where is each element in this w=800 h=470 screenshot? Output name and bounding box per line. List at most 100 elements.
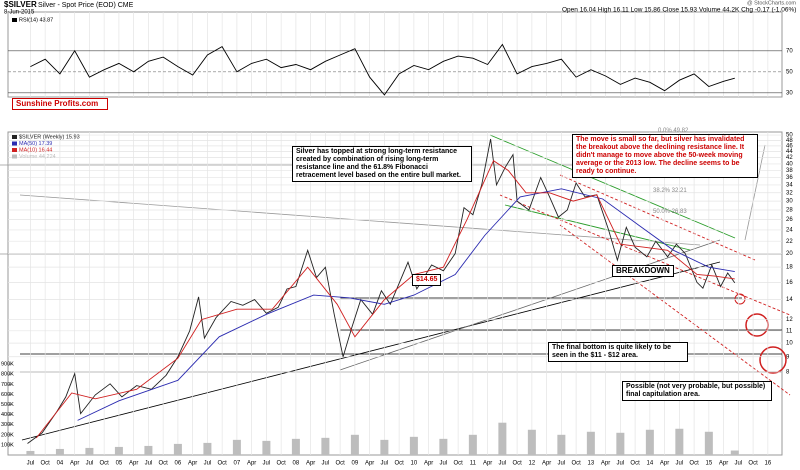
- x-tick-label: Apr: [601, 461, 610, 467]
- x-tick-label: Jul: [440, 461, 448, 467]
- y-tick-label: 28: [786, 208, 793, 214]
- y2-tick-label: 500K: [1, 402, 14, 408]
- series-line: [30, 43, 735, 96]
- y-tick-label: 42: [786, 155, 793, 161]
- x-tick-label: Apr: [483, 461, 492, 467]
- y-tick-label: 30: [786, 90, 793, 96]
- legend-entry: MA(50) 17.39: [19, 141, 52, 147]
- x-tick-label: 09: [352, 461, 359, 467]
- x-tick-label: Oct: [512, 461, 522, 467]
- x-tick-label: Oct: [40, 461, 50, 467]
- y-tick-label: 8: [786, 370, 790, 376]
- x-tick-label: Jul: [204, 461, 212, 467]
- x-tick-label: 14: [647, 461, 654, 467]
- logo: Sunshine Profits.com: [12, 98, 108, 110]
- x-tick-label: Jul: [381, 461, 389, 467]
- volume-bar: [291, 438, 300, 455]
- y-tick-label: 46: [786, 143, 793, 149]
- date: 8-Jun-2015: [4, 10, 35, 16]
- volume-bar: [173, 443, 182, 455]
- volume-bar: [645, 429, 654, 455]
- x-tick-label: Apr: [542, 461, 551, 467]
- x-tick-label: Jul: [735, 461, 743, 467]
- volume-bar: [439, 438, 448, 455]
- quote: Open 16.04 High 16.11 Low 15.86 Close 15…: [562, 7, 796, 14]
- y2-tick-label: 600K: [1, 392, 14, 398]
- y-tick-label: 10: [786, 341, 793, 347]
- x-tick-label: Oct: [394, 461, 404, 467]
- volume-bar: [586, 431, 595, 455]
- fib-label: 0.0% 49.82: [658, 128, 689, 134]
- x-tick-label: Jul: [322, 461, 330, 467]
- x-tick-label: Jul: [676, 461, 684, 467]
- y2-tick-label: 900K: [1, 362, 14, 368]
- volume-bar: [557, 434, 566, 455]
- x-tick-label: 12: [529, 461, 536, 467]
- x-tick-label: Oct: [571, 461, 581, 467]
- y-tick-label: 11: [786, 328, 793, 334]
- x-tick-label: Oct: [453, 461, 463, 467]
- x-tick-label: Apr: [719, 461, 728, 467]
- legend-swatch: [12, 18, 17, 22]
- volume-bar: [55, 448, 64, 455]
- x-tick-label: 11: [470, 461, 477, 467]
- volume-bar: [262, 440, 271, 455]
- x-tick-label: Apr: [660, 461, 669, 467]
- y-tick-label: 34: [786, 183, 793, 189]
- x-tick-label: Oct: [276, 461, 286, 467]
- volume-bar: [85, 447, 94, 455]
- y-tick-label: 30: [786, 199, 793, 205]
- volume-bar: [468, 434, 477, 455]
- y2-tick-label: 200K: [1, 432, 14, 438]
- x-tick-label: Apr: [424, 461, 433, 467]
- x-tick-label: 08: [293, 461, 300, 467]
- volume-bar: [409, 436, 418, 455]
- x-tick-label: 04: [57, 461, 64, 467]
- y2-tick-label: 300K: [1, 422, 14, 428]
- rsi-panel: [7, 11, 783, 98]
- x-tick-label: Oct: [99, 461, 109, 467]
- y2-tick-label: 100K: [1, 442, 14, 448]
- volume-bar: [321, 437, 330, 455]
- x-tick-label: Oct: [630, 461, 640, 467]
- x-tick-label: Jul: [86, 461, 94, 467]
- volume-bar: [675, 428, 684, 455]
- x-tick-label: 07: [234, 461, 241, 467]
- annotation: The move is small so far, but silver has…: [572, 134, 758, 178]
- source: @ StockCharts.com: [747, 0, 796, 6]
- x-tick-label: Jul: [499, 461, 507, 467]
- symbol: $SILVER: [4, 0, 37, 9]
- x-tick-label: Jul: [617, 461, 625, 467]
- y-tick-label: 50: [786, 69, 793, 75]
- y-tick-label: 44: [786, 149, 793, 155]
- x-tick-label: Jul: [145, 461, 153, 467]
- x-tick-label: Oct: [748, 461, 758, 467]
- x-tick-label: Apr: [365, 461, 374, 467]
- x-tick-label: 06: [175, 461, 182, 467]
- fib-label: 50.0% 26.83: [653, 209, 687, 215]
- legend-entry: MA(10) 16.44: [19, 147, 52, 153]
- volume-bar: [730, 450, 739, 455]
- volume-bar: [704, 431, 713, 455]
- y-tick-label: 32: [786, 190, 793, 196]
- y-tick-label: 48: [786, 138, 793, 144]
- y2-tick-label: 400K: [1, 412, 14, 418]
- y-tick-label: 9: [786, 354, 790, 360]
- x-tick-label: Oct: [689, 461, 699, 467]
- volume-bar: [527, 429, 536, 455]
- y-tick-label: 12: [786, 317, 793, 323]
- y-tick-label: 22: [786, 239, 793, 245]
- y-tick-label: 18: [786, 265, 793, 271]
- x-tick-label: Apr: [188, 461, 197, 467]
- y-tick-label: 38: [786, 168, 793, 174]
- y-tick-label: 26: [786, 217, 793, 223]
- x-tick-label: 05: [116, 461, 123, 467]
- y-tick-label: 20: [786, 251, 793, 257]
- x-tick-label: Apr: [247, 461, 256, 467]
- y-tick-label: 40: [786, 161, 793, 167]
- x-tick-label: 16: [764, 461, 771, 467]
- x-tick-label: Jul: [558, 461, 566, 467]
- volume-bar: [498, 422, 507, 455]
- x-tick-label: Jul: [263, 461, 271, 467]
